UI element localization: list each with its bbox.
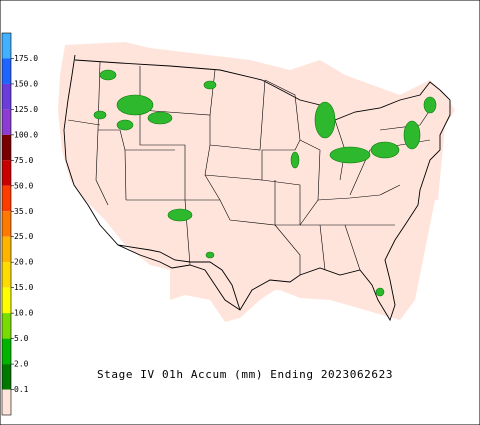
legend-swatch xyxy=(2,58,11,84)
legend-swatch xyxy=(2,185,11,212)
legend-label: 75.0 xyxy=(14,156,33,165)
legend-label: 10.0 xyxy=(14,309,33,318)
legend-swatch xyxy=(2,33,11,59)
legend-swatch xyxy=(2,134,11,161)
legend-label: 2.0 xyxy=(14,360,29,369)
legend-swatch xyxy=(2,160,11,186)
legend-label: 15.0 xyxy=(14,283,33,292)
legend-label: 100.0 xyxy=(14,130,38,139)
legend-swatch xyxy=(2,236,11,263)
legend-label: 125.0 xyxy=(14,105,38,114)
state-lines xyxy=(67,61,431,275)
legend-label: 25.0 xyxy=(14,232,33,241)
legend-swatch xyxy=(2,262,11,288)
legend-swatch xyxy=(2,313,11,339)
legend-swatch xyxy=(2,338,11,365)
legend-swatch xyxy=(2,109,11,135)
legend-label: 35.0 xyxy=(14,207,33,216)
coast-outline xyxy=(63,54,451,322)
precip-areas xyxy=(93,69,437,297)
legend-swatch xyxy=(2,287,11,314)
legend: 175.0 150.0 125.0 100.0 75.0 50.0 35.0 25.0 20.0… xyxy=(1,32,38,416)
legend-swatch xyxy=(2,83,11,110)
legend-label: 5.0 xyxy=(14,334,29,343)
legend-border xyxy=(1,32,12,416)
mexico-border xyxy=(117,244,241,311)
legend-label: 175.0 xyxy=(14,54,38,63)
legend-label: 0.1 xyxy=(14,385,29,394)
map-title: Stage IV 01h Accum (mm) Ending 202306262… xyxy=(97,368,393,381)
legend-label: 20.0 xyxy=(14,258,33,267)
legend-label: 50.0 xyxy=(14,181,33,190)
legend-swatch xyxy=(2,211,11,237)
legend-swatch xyxy=(2,364,11,390)
legend-swatch xyxy=(2,389,11,415)
legend-label: 150.0 xyxy=(14,79,38,88)
